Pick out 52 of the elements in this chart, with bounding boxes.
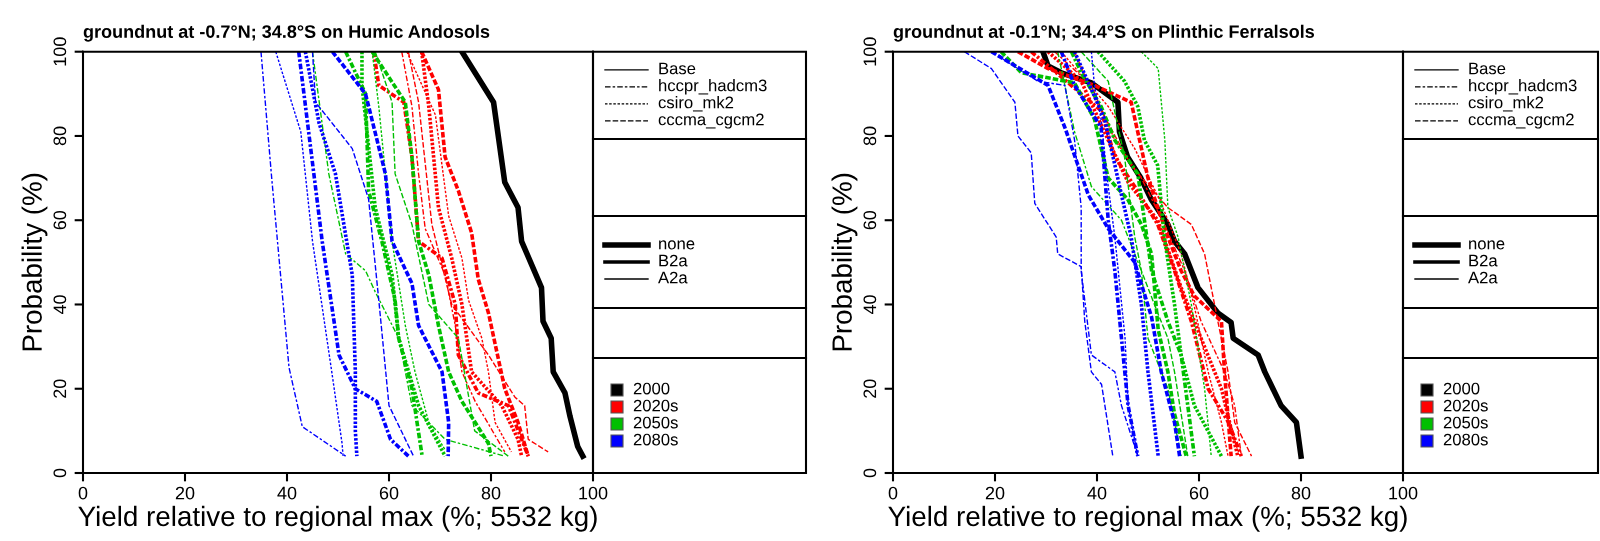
x-tick-label: 20 [985,486,1005,500]
x-tick-label: 60 [1189,486,1209,500]
y-tick-label: 0 [53,468,67,478]
text: none [1469,240,1505,250]
y-tick-label: 80 [863,126,877,146]
y-tick-label: 80 [53,126,67,146]
y-tick-label: 100 [863,37,877,66]
text: none [659,240,695,250]
text: B2a [659,254,688,267]
text: B2a [1469,254,1498,267]
text: 2020s [633,399,678,412]
text: 2000 [633,382,670,395]
y-tick-label: 40 [53,295,67,315]
x-tick-label: 80 [481,486,501,500]
text: csiro_mk2 [658,96,734,112]
x-tick-label: 40 [277,486,297,500]
text: Base [1469,62,1506,75]
text: Base [659,62,696,75]
x-axis-title: Yield relative to regional max (%; 5532 kg) [888,505,1407,532]
text: 2000 [1443,382,1480,395]
y-tick-label: 40 [863,295,877,315]
y-tick-label: 20 [863,379,877,398]
x-tick-label: 80 [1291,486,1311,500]
text: 2080s [1443,433,1488,446]
y-tick-label: 100 [53,37,67,66]
y-tick-label: 60 [53,210,67,230]
text: A2a [1468,271,1498,284]
text: 2020s [1443,399,1488,412]
x-tick-label: 0 [888,486,898,500]
text: cccma_cgcm2 [658,113,764,129]
y-axis-title: Probability (%) [21,173,48,351]
text: 2050s [633,416,678,429]
text: 2050s [1443,416,1488,429]
x-tick-label: 60 [379,486,399,500]
y-tick-label: 20 [53,379,67,398]
x-tick-label: 100 [579,486,608,500]
chart-title: groundnut at -0.7°N; 34.8°S on Humic Andosols [83,24,490,42]
text: hccpr_hadcm3 [659,79,767,95]
x-axis-title: Yield relative to regional max (%; 5532 kg) [78,505,597,532]
y-axis-title: Probability (%) [831,173,858,351]
x-tick-label: 0 [78,486,88,500]
text: cccma_cgcm2 [1468,113,1574,129]
text: 2080s [633,433,678,446]
x-tick-label: 20 [175,486,195,500]
text: A2a [658,271,688,284]
y-tick-label: 0 [863,468,877,478]
x-tick-label: 100 [1389,486,1418,500]
text: hccpr_hadcm3 [1469,79,1577,95]
chart-title: groundnut at -0.1°N; 34.4°S on Plinthic Ferralsols [893,24,1315,42]
text: csiro_mk2 [1468,96,1544,112]
x-tick-label: 40 [1087,486,1107,500]
y-tick-label: 60 [863,210,877,230]
